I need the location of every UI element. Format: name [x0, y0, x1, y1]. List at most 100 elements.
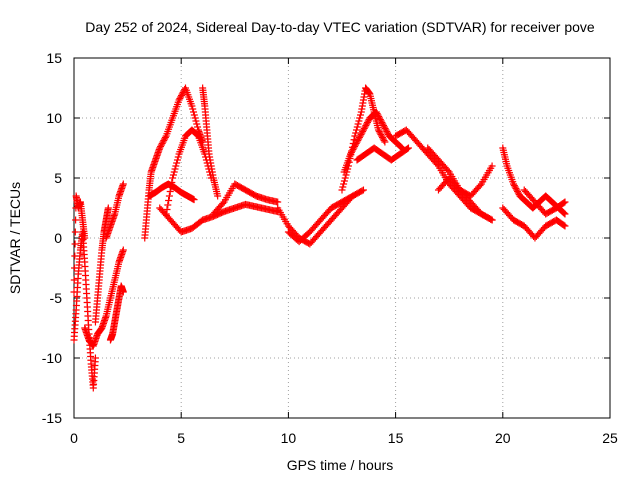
data-point [362, 122, 370, 129]
y-tick-label: -10 [42, 350, 62, 366]
data-point [156, 144, 164, 152]
satellite-trace-2 [70, 192, 89, 296]
satellite-trace-15 [338, 84, 389, 194]
data-point [190, 196, 198, 204]
data-point [119, 246, 127, 254]
data-point [173, 156, 181, 164]
satellite-trace-7 [141, 84, 207, 242]
data-point [354, 120, 362, 128]
data-point [72, 216, 80, 224]
satellite-trace-14 [284, 186, 367, 246]
data-point [194, 131, 202, 139]
x-axis-label: GPS time / hours [287, 457, 394, 473]
data-point [379, 135, 387, 143]
data-point [378, 119, 386, 126]
data-point [375, 113, 383, 120]
data-point [397, 143, 405, 151]
data-point [353, 123, 361, 131]
data-point [189, 105, 197, 113]
data-point [158, 140, 166, 147]
data-point [355, 134, 363, 141]
data-point [340, 177, 348, 185]
data-point [340, 180, 348, 188]
data-point [363, 119, 371, 126]
data-point [357, 131, 365, 138]
data-point [170, 168, 178, 176]
data-point [347, 149, 355, 156]
data-point [71, 240, 79, 248]
data-point [339, 183, 347, 191]
data-point [511, 183, 519, 191]
data-point [219, 200, 227, 207]
data-point [70, 288, 78, 296]
data-point [176, 95, 184, 102]
data-point [193, 120, 201, 128]
y-tick-label: 15 [46, 50, 62, 66]
data-point [514, 188, 522, 195]
data-point [71, 252, 79, 260]
y-tick-label: 0 [54, 230, 62, 246]
data-point [380, 122, 388, 129]
data-point [165, 192, 173, 200]
data-point [341, 174, 349, 182]
x-tick-label: 20 [495, 430, 511, 446]
data-point [377, 131, 385, 138]
data-point [376, 116, 384, 123]
data-point [104, 204, 112, 212]
data-point [374, 126, 382, 134]
data-point [161, 135, 169, 143]
y-tick-label: 10 [46, 110, 62, 126]
data-point [358, 187, 366, 195]
satellite-trace-22 [499, 204, 569, 242]
data-point [444, 167, 452, 174]
satellite-trace-6 [106, 282, 127, 344]
data-point [360, 125, 368, 132]
data-point [487, 215, 495, 223]
data-point [404, 144, 412, 152]
y-tick-label: -15 [42, 410, 62, 426]
data-point [379, 120, 387, 128]
data-point [560, 199, 568, 207]
data-point [169, 171, 177, 179]
data-point [512, 185, 520, 192]
data-point [378, 134, 386, 141]
data-point [561, 198, 569, 206]
data-point [560, 209, 568, 217]
satellite-trace-11 [199, 84, 222, 200]
data-point [560, 221, 568, 229]
satellite-trace-12 [209, 180, 282, 218]
data-point [358, 129, 366, 137]
data-point [348, 147, 356, 155]
data-point [376, 129, 384, 137]
data-point [161, 134, 169, 141]
data-point [374, 111, 382, 119]
data-point [396, 143, 404, 150]
data-point [361, 123, 369, 131]
data-point [351, 141, 359, 149]
data-point [488, 162, 496, 170]
data-point [352, 140, 360, 147]
x-tick-label: 5 [177, 430, 185, 446]
data-point [378, 132, 386, 140]
data-point [381, 125, 389, 132]
data-point [359, 126, 367, 134]
data-point [91, 354, 99, 362]
satellite-trace-16 [340, 108, 406, 176]
data-point [377, 117, 385, 125]
data-point [364, 117, 372, 125]
data-point [559, 209, 567, 216]
data-point [177, 93, 185, 101]
data-point [81, 234, 89, 242]
tick-layer: 0 5 10 15 20 25 -15 -10 -5 0 5 10 15 [42, 50, 618, 446]
data-point [274, 198, 282, 206]
y-axis-label: SDTVAR / TECUs [7, 182, 23, 294]
data-point [71, 228, 79, 236]
data-point [160, 137, 168, 144]
x-tick-label: 15 [388, 430, 404, 446]
x-tick-label: 25 [602, 430, 618, 446]
grid-layer [74, 58, 610, 418]
data-point [372, 108, 380, 116]
satellite-trace-5 [102, 180, 127, 242]
data-point [192, 117, 200, 125]
data-point [191, 114, 199, 122]
